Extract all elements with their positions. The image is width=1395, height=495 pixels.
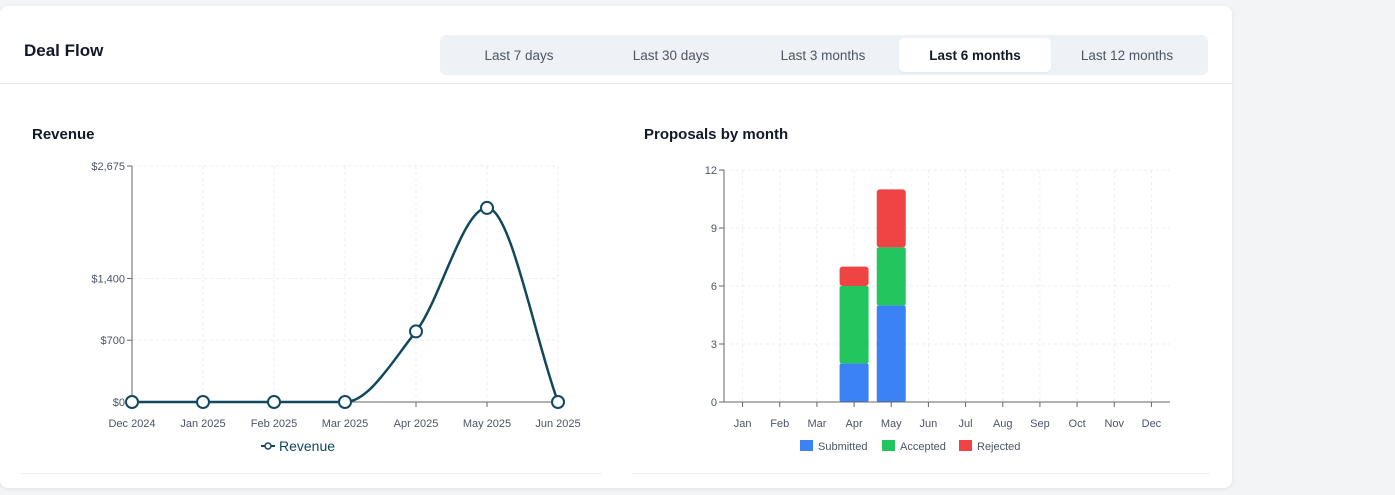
proposals-panel: Proposals by month 0 3 6 9 12 Jan Feb Mar Apr May… [632, 102, 1210, 474]
proposals-y-tick-label-3: 9 [711, 223, 717, 235]
range-last-6-months[interactable]: Last 6 months [899, 38, 1051, 72]
proposals-chart-title: Proposals by month [644, 126, 789, 143]
revenue-legend-label: Revenue [279, 438, 335, 454]
range-last-7-days[interactable]: Last 7 days [443, 38, 595, 72]
proposals-legend: Submitted Accepted Rejected [800, 440, 1020, 453]
proposals-x-tick-label-nov: Nov [1104, 418, 1124, 430]
proposals-y-tick-label-0: 0 [711, 397, 717, 409]
revenue-legend: Revenue [261, 438, 335, 454]
proposals-bar-accepted-may [876, 247, 906, 306]
proposals-y-tick-label-4: 12 [705, 165, 717, 177]
range-last-12-months[interactable]: Last 12 months [1051, 38, 1203, 72]
revenue-point-jan-2025 [196, 395, 210, 409]
revenue-x-tick-label-dec-2024: Dec 2024 [108, 418, 155, 430]
proposals-legend-swatch-submitted [800, 440, 813, 451]
proposals-x-tick-label-jun: Jun [920, 418, 938, 430]
revenue-series-line [131, 206, 560, 404]
revenue-chart: $0 $700 $1,400 $2,675 Dec 2024 Jan 2025 Feb 20… [91, 161, 580, 454]
proposals-bar-rejected-may [876, 189, 906, 248]
revenue-y-tick-label-2: $1,400 [91, 273, 125, 285]
proposals-x-tick-label-feb: Feb [770, 418, 789, 430]
revenue-y-tick-label-0: $0 [113, 397, 125, 409]
proposals-x-tick-label-sep: Sep [1030, 418, 1050, 430]
proposals-x-tick-label-oct: Oct [1069, 418, 1086, 430]
proposals-x-tick-label-mar: Mar [807, 418, 826, 430]
date-range-selector: Last 7 days Last 30 days Last 3 months L… [440, 35, 1208, 75]
revenue-point-mar-2025 [338, 395, 352, 409]
proposals-bar-submitted-apr [839, 363, 869, 402]
revenue-point-jun-2025 [551, 395, 565, 409]
proposals-x-tick-label-jan: Jan [734, 418, 752, 430]
revenue-x-tick-label-mar-2025: Mar 2025 [322, 418, 368, 430]
range-last-3-months[interactable]: Last 3 months [747, 38, 899, 72]
proposals-bar-submitted-may [876, 305, 906, 402]
proposals-bar-rejected-apr [839, 266, 869, 286]
deal-flow-card: Deal Flow Last 7 days Last 30 days Last … [0, 6, 1232, 488]
revenue-x-tick-label-jan-2025: Jan 2025 [180, 418, 225, 430]
proposals-x-tick-label-may: May [881, 418, 902, 430]
proposals-x-tick-label-dec: Dec [1142, 418, 1162, 430]
proposals-x-tick-label-aug: Aug [993, 418, 1013, 430]
proposals-legend-swatch-accepted [882, 440, 895, 451]
revenue-point-dec-2024 [125, 395, 139, 409]
proposals-legend-label-rejected: Rejected [977, 441, 1020, 453]
range-last-30-days[interactable]: Last 30 days [595, 38, 747, 72]
revenue-x-tick-label-may-2025: May 2025 [463, 418, 511, 430]
revenue-panel: Revenue $0 $700 $1,400 $2,675 Dec 2024 Jan 20… [20, 102, 602, 474]
revenue-point-feb-2025 [267, 395, 281, 409]
revenue-y-tick-label-1: $700 [101, 335, 125, 347]
proposals-x-tick-label-apr: Apr [846, 418, 863, 430]
card-header: Deal Flow Last 7 days Last 30 days Last … [0, 6, 1232, 84]
proposals-legend-swatch-rejected [959, 440, 972, 451]
revenue-y-tick-label-3: $2,675 [91, 161, 125, 173]
revenue-point-apr-2025 [409, 324, 423, 339]
proposals-x-tick-label-jul: Jul [959, 418, 973, 430]
proposals-bar-accepted-apr [839, 286, 869, 364]
page-title: Deal Flow [24, 41, 104, 60]
revenue-x-tick-label-apr-2025: Apr 2025 [394, 418, 439, 430]
proposals-chart: 0 3 6 9 12 Jan Feb Mar Apr May Jun Jul Aug Sep Oct Nov D… [705, 165, 1170, 453]
revenue-chart-title: Revenue [32, 126, 95, 143]
proposals-y-tick-label-1: 3 [711, 339, 717, 351]
proposals-legend-label-accepted: Accepted [900, 441, 946, 453]
revenue-legend-marker-icon [264, 442, 272, 450]
revenue-point-may-2025 [480, 200, 494, 215]
revenue-x-tick-label-jun-2025: Jun 2025 [535, 418, 580, 430]
proposals-legend-label-submitted: Submitted [818, 441, 868, 453]
proposals-y-tick-label-2: 6 [711, 281, 717, 293]
revenue-x-tick-label-feb-2025: Feb 2025 [251, 418, 297, 430]
